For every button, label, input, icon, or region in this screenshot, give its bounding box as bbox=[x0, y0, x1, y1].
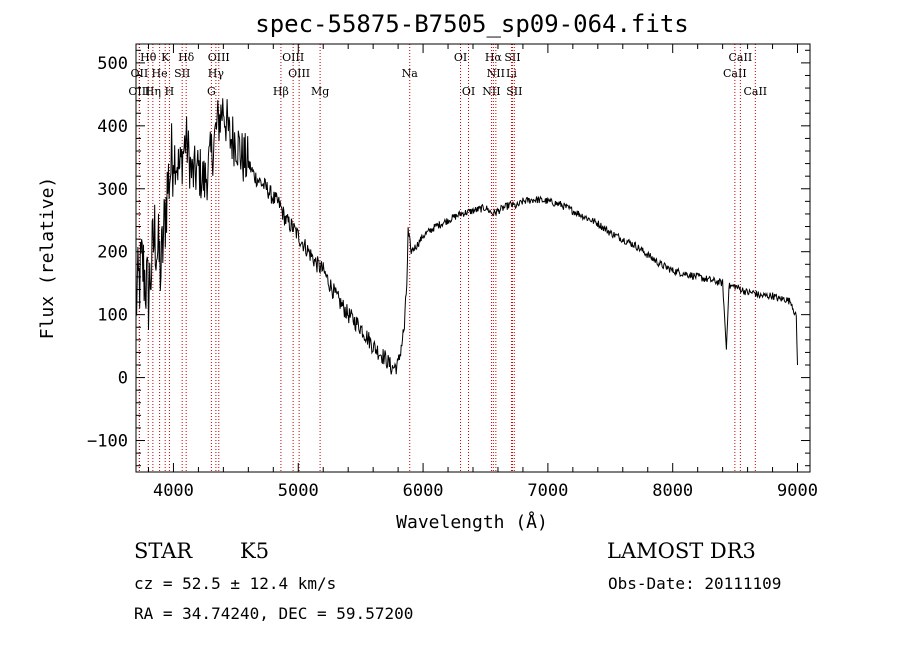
y-tick-label: −100 bbox=[87, 432, 128, 452]
spectral-line-label: OIII bbox=[128, 85, 150, 98]
spectral-subclass: K5 bbox=[240, 539, 270, 563]
spectral-line-label: H bbox=[165, 85, 175, 98]
spectral-line-label: Hα bbox=[485, 51, 503, 64]
spectral-line-label: NII bbox=[482, 85, 500, 98]
spectral-line-label: Hθ bbox=[140, 51, 157, 64]
axes: 4000 5000 6000 7000 8000 9000 −100 0 100 200 300 40… bbox=[87, 44, 818, 501]
spectral-line-label: Hη bbox=[145, 85, 161, 98]
spectral-line-label: OI bbox=[462, 85, 475, 98]
spectral-line-label: OIII bbox=[208, 51, 230, 64]
y-tick-label: 200 bbox=[97, 243, 128, 263]
spectral-line-label: CaII bbox=[729, 51, 753, 64]
spectral-line-label: G bbox=[207, 85, 216, 98]
spectral-line-label: K bbox=[161, 51, 170, 64]
x-tick-label: 9000 bbox=[777, 481, 818, 501]
spectral-line-label: NII bbox=[487, 67, 505, 80]
plot-frame bbox=[135, 43, 811, 473]
spectral-line-label: OII bbox=[131, 67, 149, 80]
y-axis-label: Flux (relative) bbox=[37, 177, 58, 340]
x-tick-label: 5000 bbox=[278, 481, 319, 501]
survey-name: LAMOST DR3 bbox=[607, 539, 756, 563]
x-axis-label: Wavelength (Å) bbox=[396, 511, 548, 533]
spectral-line-label: Hγ bbox=[208, 67, 225, 80]
spectral-line-label: SII bbox=[504, 51, 520, 64]
x-tick-label: 4000 bbox=[153, 481, 194, 501]
spectral-line-label: Mg bbox=[311, 85, 329, 98]
spectrum-series bbox=[135, 98, 798, 375]
obs-date-text: Obs-Date: 20111109 bbox=[608, 574, 782, 593]
y-tick-label: 300 bbox=[97, 180, 128, 200]
coordinates-text: RA = 34.74240, DEC = 59.57200 bbox=[134, 604, 414, 623]
y-tick-label: 500 bbox=[97, 54, 128, 74]
y-tick-label: 400 bbox=[97, 117, 128, 137]
x-tick-label: 6000 bbox=[403, 481, 444, 501]
x-tick-label: 8000 bbox=[652, 481, 693, 501]
chart-title: spec-55875-B7505_sp09-064.fits bbox=[255, 10, 688, 38]
spectral-line-label: CaII bbox=[743, 85, 767, 98]
spectral-line-label: SII bbox=[174, 67, 190, 80]
redshift-text: cz = 52.5 ± 12.4 km/s bbox=[134, 574, 337, 593]
y-tick-label: 100 bbox=[97, 306, 128, 326]
spectral-line-label: Na bbox=[402, 67, 419, 80]
spectral-line-label: He bbox=[152, 67, 168, 80]
spectral-line-label: Hβ bbox=[273, 85, 289, 98]
spectral-line-label: Li bbox=[506, 67, 517, 80]
spectral-line-label: OI bbox=[454, 51, 467, 64]
spectrum-line bbox=[135, 98, 798, 375]
spectral-line-label: Hδ bbox=[178, 51, 195, 64]
object-type: STAR bbox=[134, 539, 193, 563]
spectral-line-label: OIII bbox=[288, 67, 310, 80]
spectral-line-label: CaII bbox=[723, 67, 747, 80]
x-tick-label: 7000 bbox=[527, 481, 568, 501]
y-tick-label: 0 bbox=[118, 369, 128, 389]
spectral-line-label: SII bbox=[506, 85, 522, 98]
spectral-line-label: OIII bbox=[282, 51, 304, 64]
